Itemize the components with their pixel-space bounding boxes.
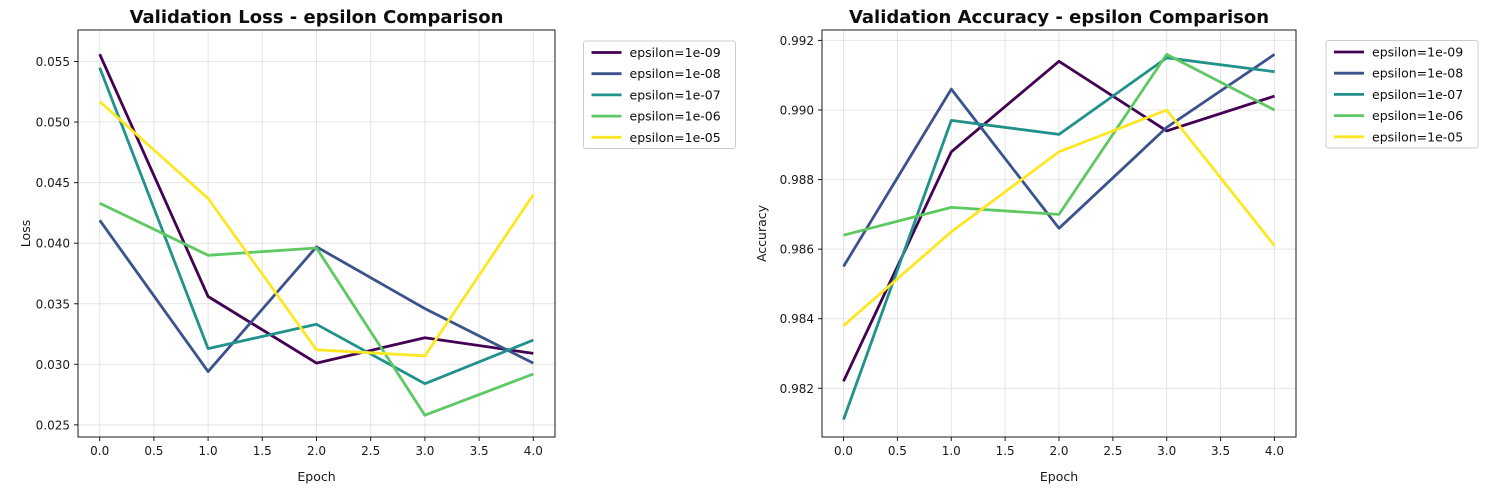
legend-label-epsilon-1e-09: epsilon=1e-09 bbox=[1372, 45, 1463, 60]
legend-label-epsilon-1e-07: epsilon=1e-07 bbox=[630, 87, 721, 102]
legend-label-epsilon-1e-05: epsilon=1e-05 bbox=[630, 130, 721, 145]
chart-validation-loss: 0.0 0.5 1.0 1.5 2.0 2.5 3.0 3.5 4.0 0.025 0.030 0.0… bbox=[18, 7, 736, 484]
x-tick-label: 1.5 bbox=[253, 444, 272, 458]
legend-label-epsilon-1e-08: epsilon=1e-08 bbox=[630, 66, 721, 81]
series-line-epsilon-1e-09 bbox=[842, 59, 1275, 382]
legend-label-epsilon-1e-06: epsilon=1e-06 bbox=[1372, 108, 1463, 123]
x-tick-label: 2.5 bbox=[361, 444, 380, 458]
y-tick-label: 0.992 bbox=[780, 34, 814, 48]
y-axis-label: Loss bbox=[18, 220, 33, 247]
y-tick-label: 0.982 bbox=[780, 382, 814, 396]
legend: epsilon=1e-09 epsilon=1e-08 epsilon=1e-07 e… bbox=[583, 40, 736, 149]
chart-validation-accuracy: 0.0 0.5 1.0 1.5 2.0 2.5 3.0 3.5 4.0 0.982 0.984 0.9… bbox=[754, 7, 1479, 484]
y-tick-label: 0.055 bbox=[36, 55, 70, 69]
x-tick-label: 4.0 bbox=[524, 444, 543, 458]
series-line-epsilon-1e-07 bbox=[98, 67, 534, 386]
x-tick-label: 3.0 bbox=[415, 444, 434, 458]
x-tick-label: 0.0 bbox=[834, 444, 853, 458]
legend-label-epsilon-1e-09: epsilon=1e-09 bbox=[630, 45, 721, 60]
y-tick-label: 0.045 bbox=[36, 176, 70, 190]
x-tick-label: 3.5 bbox=[470, 444, 489, 458]
y-tick-label: 0.984 bbox=[780, 312, 814, 326]
series-line-epsilon-1e-05 bbox=[98, 100, 535, 358]
x-tick-label: 3.0 bbox=[1157, 444, 1176, 458]
x-tick-label: 4.0 bbox=[1265, 444, 1284, 458]
x-axis-label: Epoch bbox=[1040, 469, 1078, 484]
x-tick-label: 0.0 bbox=[90, 444, 109, 458]
series-line-epsilon-1e-06 bbox=[843, 53, 1276, 237]
y-tick-label: 0.988 bbox=[780, 173, 814, 187]
y-tick-label: 0.030 bbox=[36, 358, 70, 372]
legend-label-epsilon-1e-05: epsilon=1e-05 bbox=[1372, 129, 1463, 144]
x-tick-label: 2.0 bbox=[307, 444, 326, 458]
y-tick-label: 0.025 bbox=[36, 418, 70, 432]
x-tick-label: 1.0 bbox=[942, 444, 961, 458]
x-tick-label: 2.0 bbox=[1049, 444, 1068, 458]
y-tick-label: 0.040 bbox=[36, 237, 70, 251]
x-tick-label: 1.5 bbox=[996, 444, 1015, 458]
series-line-epsilon-1e-05 bbox=[842, 108, 1276, 327]
chart-title: Validation Loss - epsilon Comparison bbox=[130, 7, 504, 28]
series-line-epsilon-1e-08 bbox=[842, 53, 1276, 268]
x-tick-label: 2.5 bbox=[1103, 444, 1122, 458]
y-tick-label: 0.990 bbox=[780, 104, 814, 118]
x-tick-label: 1.0 bbox=[199, 444, 218, 458]
series-line-epsilon-1e-09 bbox=[98, 53, 534, 365]
y-tick-label: 0.035 bbox=[36, 297, 70, 311]
legend-label-epsilon-1e-06: epsilon=1e-06 bbox=[630, 109, 721, 124]
y-axis-label: Accuracy bbox=[754, 204, 769, 262]
x-tick-label: 0.5 bbox=[144, 444, 163, 458]
y-tick-label: 0.050 bbox=[36, 116, 70, 130]
x-axis-label: Epoch bbox=[297, 469, 335, 484]
legend-box bbox=[583, 40, 736, 149]
x-tick-label: 3.5 bbox=[1211, 444, 1230, 458]
series-line-epsilon-1e-07 bbox=[842, 56, 1275, 421]
legend-label-epsilon-1e-07: epsilon=1e-07 bbox=[1372, 87, 1463, 102]
legend: epsilon=1e-09 epsilon=1e-08 epsilon=1e-07 e… bbox=[1325, 40, 1479, 149]
chart-title: Validation Accuracy - epsilon Comparison bbox=[849, 7, 1269, 28]
series-line-epsilon-1e-06 bbox=[99, 201, 534, 417]
legend-box bbox=[1325, 40, 1479, 149]
legend-label-epsilon-1e-08: epsilon=1e-08 bbox=[1372, 66, 1463, 81]
x-tick-label: 0.5 bbox=[888, 444, 907, 458]
y-tick-label: 0.986 bbox=[780, 243, 814, 257]
